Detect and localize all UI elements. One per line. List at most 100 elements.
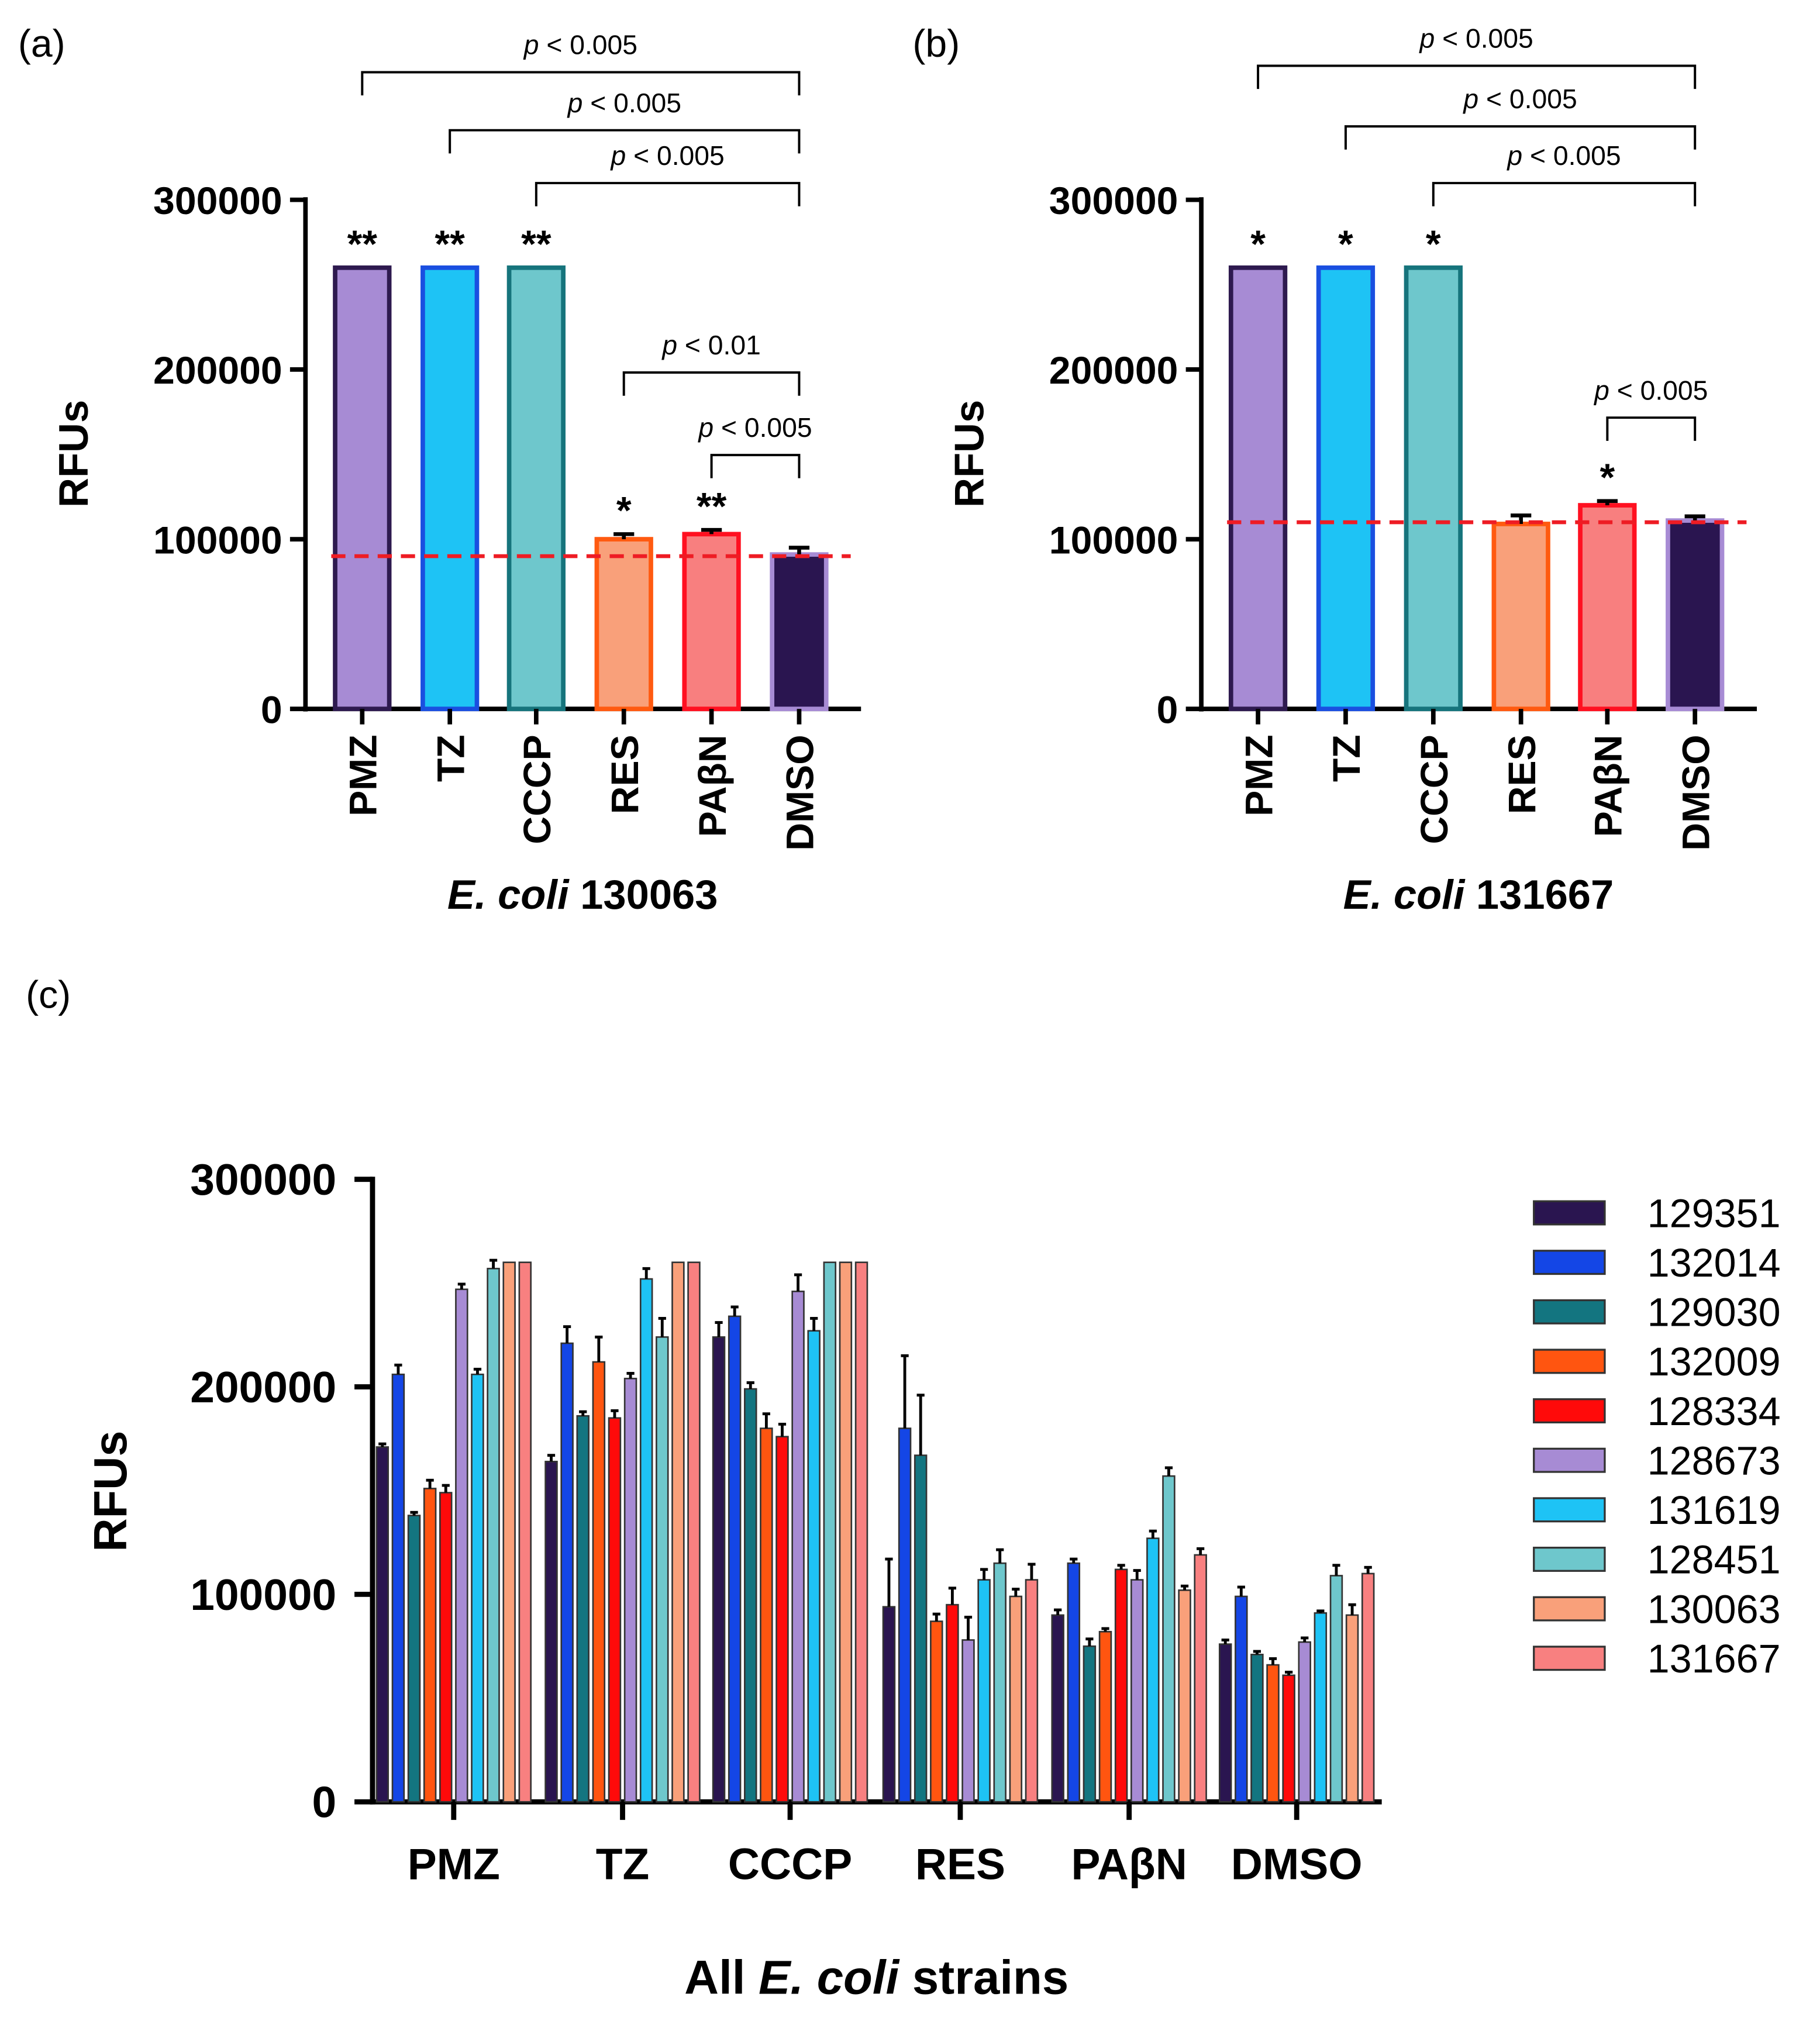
bar-CCCP-132014 xyxy=(728,1315,742,1803)
legend-swatch xyxy=(1533,1398,1606,1424)
bar-PMZ xyxy=(1228,265,1288,712)
y-tick-label: 200000 xyxy=(153,349,282,392)
significance-bracket xyxy=(1606,416,1697,441)
x-tick-label: PAβN xyxy=(691,734,735,837)
y-axis-label: RFUs xyxy=(84,1431,136,1552)
legend: 129351 132014 129030 132009 128334 128673 1316… xyxy=(1533,1191,1781,1681)
legend-swatch xyxy=(1533,1497,1606,1523)
legend-label: 128334 xyxy=(1647,1389,1781,1434)
bar-DMSO xyxy=(770,552,829,712)
bar-TZ xyxy=(1316,265,1376,712)
bar-DMSO-128451 xyxy=(1329,1575,1343,1803)
legend-swatch xyxy=(1533,1596,1606,1622)
significance-star: * xyxy=(1600,456,1615,499)
bar-CCCP-131619 xyxy=(807,1330,821,1803)
x-tick-label: TZ xyxy=(429,734,473,782)
bar-RES-132009 xyxy=(930,1620,943,1803)
significance-star: ** xyxy=(435,223,465,266)
bar-PAβN-131667 xyxy=(1194,1554,1207,1803)
y-tick-label: 100000 xyxy=(190,1570,336,1619)
bar-TZ-129030 xyxy=(576,1415,590,1803)
legend-swatch xyxy=(1533,1546,1606,1572)
bar-RES-128673 xyxy=(961,1639,975,1803)
bar-CCCP xyxy=(1404,265,1463,712)
y-tick-label: 200000 xyxy=(1049,349,1178,392)
x-tick-label: CCCP xyxy=(1413,734,1456,844)
x-tick-label: CCCP xyxy=(728,1839,852,1888)
bar-PMZ xyxy=(333,265,392,712)
bar-PAβN-130063 xyxy=(1178,1589,1191,1803)
significance-star: * xyxy=(616,489,632,533)
bar-DMSO-131619 xyxy=(1314,1612,1328,1803)
bar-PAβN-132014 xyxy=(1067,1562,1081,1803)
bar-PAβN-132009 xyxy=(1098,1630,1112,1803)
bar-PMZ-132014 xyxy=(391,1373,405,1803)
p-value-label: p < 0.005 xyxy=(567,88,681,118)
significance-star: ** xyxy=(697,485,727,528)
y-tick-label: 0 xyxy=(261,689,282,732)
panel-label-b: (b) xyxy=(912,22,960,65)
panel-label-a: (a) xyxy=(18,22,66,65)
significance-star: ** xyxy=(521,223,551,266)
bar-PAβN-128334 xyxy=(1114,1568,1128,1803)
x-tick-label: CCCP xyxy=(516,734,559,844)
bar-DMSO-130063 xyxy=(1345,1614,1359,1803)
panel-a-chart: 0 100000 200000 300000 RFUs PMZ ** TZ ** CCCP ** RE… xyxy=(50,30,861,918)
panel-c-chart: 0 100000 200000 300000 RFUs PMZ TZ CCCP RES PAβN D… xyxy=(84,1155,1781,2004)
bar-CCCP-131667 xyxy=(854,1261,868,1803)
legend-swatch xyxy=(1533,1349,1606,1374)
legend-label: 128673 xyxy=(1647,1439,1781,1483)
p-value-label: p < 0.005 xyxy=(1462,84,1577,114)
legend-label: 129351 xyxy=(1647,1191,1781,1236)
significance-bracket xyxy=(622,371,801,396)
bar-CCCP-132009 xyxy=(760,1427,773,1803)
bar-PAβN-128451 xyxy=(1162,1475,1176,1803)
significance-bracket xyxy=(535,182,801,206)
bar-TZ-129351 xyxy=(544,1460,558,1803)
significance-bracket xyxy=(1432,182,1697,206)
bar-PMZ-128451 xyxy=(487,1267,500,1803)
bar-PMZ-131619 xyxy=(471,1373,484,1803)
bar-DMSO-129030 xyxy=(1250,1653,1264,1803)
bar-TZ xyxy=(420,265,480,712)
bar-PAβN-129030 xyxy=(1083,1645,1097,1803)
legend-swatch xyxy=(1533,1250,1606,1275)
bar-RES-131619 xyxy=(977,1579,991,1803)
bar-PMZ-130063 xyxy=(502,1261,516,1803)
y-tick-label: 200000 xyxy=(190,1363,336,1412)
panel-b-chart: 0 100000 200000 300000 RFUs PMZ * TZ * CCCP * RES PA… xyxy=(946,23,1757,918)
legend-swatch xyxy=(1533,1447,1606,1473)
bar-TZ-128673 xyxy=(623,1378,637,1803)
x-tick-label: PAβN xyxy=(1587,734,1631,837)
x-tick-label: DMSO xyxy=(1674,734,1718,850)
legend-label: 130063 xyxy=(1647,1587,1781,1632)
bar-TZ-132009 xyxy=(592,1361,606,1803)
bar-PMZ-128334 xyxy=(439,1492,453,1803)
bar-CCCP-128673 xyxy=(791,1291,805,1803)
y-tick-label: 0 xyxy=(1157,689,1178,732)
p-value-label: p < 0.005 xyxy=(610,140,725,171)
x-tick-label: TZ xyxy=(1325,734,1369,782)
significance-bracket xyxy=(361,71,801,96)
bar-TZ-128451 xyxy=(656,1336,669,1803)
x-tick-label: DMSO xyxy=(779,734,822,850)
bar-PMZ-129030 xyxy=(407,1515,421,1803)
bar-DMSO-128334 xyxy=(1282,1674,1295,1803)
y-tick-label: 300000 xyxy=(190,1155,336,1204)
bar-PMZ-129351 xyxy=(375,1446,389,1803)
y-axis-label: RFUs xyxy=(946,400,992,508)
p-value-label: p < 0.005 xyxy=(1506,140,1621,171)
bar-PAβN xyxy=(1578,503,1637,712)
bar-CCCP xyxy=(506,265,566,712)
y-tick-label: 300000 xyxy=(153,180,282,223)
bar-CCCP-128451 xyxy=(823,1261,837,1803)
p-value-label: p < 0.005 xyxy=(523,30,637,60)
bar-PAβN xyxy=(682,532,741,712)
bar-DMSO xyxy=(1666,518,1725,712)
bar-RES-129351 xyxy=(882,1606,896,1803)
x-tick-label: RES xyxy=(915,1839,1005,1888)
x-axis-title: E. coli 131667 xyxy=(1343,871,1614,918)
x-tick-label: DMSO xyxy=(1231,1839,1363,1888)
p-value-label: p < 0.005 xyxy=(1419,23,1533,54)
bar-DMSO-129351 xyxy=(1218,1643,1232,1803)
